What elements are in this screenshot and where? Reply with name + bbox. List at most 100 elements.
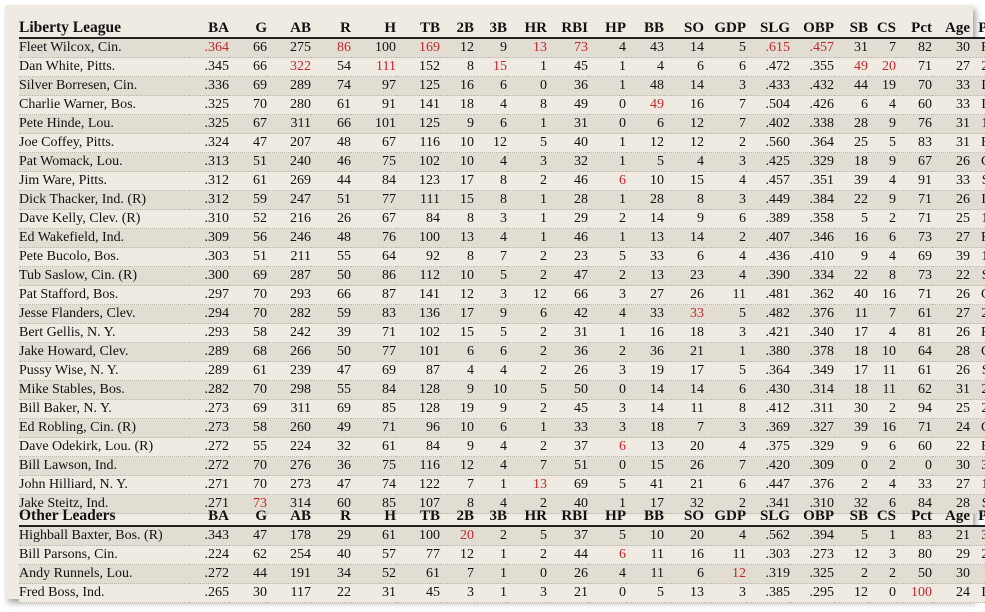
stat-g: 58 [229, 323, 267, 343]
stat-tb: 84 [396, 209, 440, 229]
stat-pos: SS [970, 494, 985, 514]
stat-pos: 1B [970, 114, 985, 134]
stat-3b: 4 [474, 494, 507, 514]
stat-so: 33 [664, 304, 704, 324]
stat-pct: 71 [896, 285, 932, 305]
stat-cs: 9 [868, 190, 896, 210]
stat-r: 55 [311, 380, 351, 400]
stat-cs: 8 [868, 266, 896, 286]
stat-so: 20 [664, 437, 704, 457]
stat-hp: 0 [588, 583, 626, 603]
stat-gdp: 5 [704, 361, 746, 381]
stat-tb: 101 [396, 342, 440, 362]
player-row: Jake Howard, Clev. .289 68 266 50 77 101 6 6 2 36 2… [19, 342, 985, 362]
stat-gdp: 3 [704, 418, 746, 438]
stat-sb: 18 [834, 380, 868, 400]
stat-so: 26 [664, 456, 704, 476]
stat-g: 47 [229, 133, 267, 153]
stat-pos: RF [970, 437, 985, 457]
column-header-obp: OBP [803, 508, 834, 524]
stat-3b: 6 [474, 76, 507, 96]
stat-cs: 16 [868, 418, 896, 438]
stat-cs: 2 [868, 456, 896, 476]
stat-pct: 100 [896, 583, 932, 603]
stat-obp: .457 [790, 38, 834, 58]
stat-rbi: 28 [547, 190, 588, 210]
stat-2b: 18 [440, 95, 474, 115]
stat-cs: 4 [868, 171, 896, 191]
stat-slg: .407 [746, 228, 790, 248]
stat-pos: 2B [970, 545, 985, 565]
stat-sb: 44 [834, 76, 868, 96]
stat-slg: .615 [746, 38, 790, 58]
stat-bb: 19 [626, 361, 664, 381]
column-header-h: H [384, 508, 396, 524]
stat-g: 69 [229, 76, 267, 96]
stat-rbi: 21 [547, 583, 588, 603]
column-header-g: G [255, 508, 267, 524]
stat-hp: 1 [588, 133, 626, 153]
stat-pos: CF [970, 152, 985, 172]
stat-slg: .472 [746, 57, 790, 77]
column-header-age: Age [945, 508, 970, 524]
column-header-2b: 2B [456, 20, 474, 36]
stat-2b: 10 [440, 266, 474, 286]
stat-h: 57 [351, 545, 396, 565]
stat-gdp: 6 [704, 57, 746, 77]
stat-h: 67 [351, 133, 396, 153]
stat-ba: .312 [189, 171, 229, 191]
column-header-r: R [340, 508, 351, 524]
stat-g: 70 [229, 380, 267, 400]
stat-so: 14 [664, 228, 704, 248]
stat-r: 61 [311, 95, 351, 115]
stat-r: 47 [311, 475, 351, 495]
stat-r: 49 [311, 418, 351, 438]
stat-h: 85 [351, 494, 396, 514]
stat-pct: 33 [896, 475, 932, 495]
stat-2b: 15 [440, 190, 474, 210]
stat-pos: 2B [970, 380, 985, 400]
stat-obp: .432 [790, 76, 834, 96]
stat-sb: 6 [834, 95, 868, 115]
stat-gdp: 4 [704, 247, 746, 267]
stat-so: 14 [664, 380, 704, 400]
column-header-ba: BA [208, 20, 229, 36]
stat-bb: 5 [626, 583, 664, 603]
stat-tb: 112 [396, 266, 440, 286]
stat-tb: 100 [396, 526, 440, 546]
stat-ab: 275 [267, 38, 311, 58]
column-header-2b: 2B [456, 508, 474, 524]
stat-h: 61 [351, 437, 396, 457]
stat-tb: 169 [396, 38, 440, 58]
stat-rbi: 37 [547, 526, 588, 546]
stat-ba: .313 [189, 152, 229, 172]
stat-bb: 43 [626, 38, 664, 58]
stat-g: 66 [229, 57, 267, 77]
stat-pos: RF [970, 323, 985, 343]
stat-pct: 0 [896, 456, 932, 476]
stat-cs: 9 [868, 152, 896, 172]
stat-age: 27 [932, 228, 970, 248]
stat-pos: LF [970, 76, 985, 96]
stat-ba: .272 [189, 437, 229, 457]
stat-pos: 1B [970, 209, 985, 229]
stat-gdp: 2 [704, 133, 746, 153]
stat-cs: 2 [868, 564, 896, 584]
stat-sb: 22 [834, 266, 868, 286]
stat-h: 76 [351, 228, 396, 248]
header-row: Other Leaders BA G AB R H TB 2B 3B HR RBI HP BB SO GDP… [19, 507, 985, 526]
stat-ba: .265 [189, 583, 229, 603]
stat-g: 52 [229, 209, 267, 229]
stat-bb: 11 [626, 545, 664, 565]
stat-hp: 3 [588, 285, 626, 305]
stat-age: 33 [932, 76, 970, 96]
stat-rbi: 42 [547, 304, 588, 324]
stat-ba: .325 [189, 95, 229, 115]
stat-2b: 12 [440, 456, 474, 476]
column-header-r: R [340, 20, 351, 36]
stat-slg: .369 [746, 418, 790, 438]
stat-3b: 5 [474, 323, 507, 343]
player-row: Andy Runnels, Lou. .272 44 191 34 52 61 7 1 0 26 4 1… [19, 564, 985, 584]
stat-hr: 13 [507, 38, 547, 58]
stat-so: 16 [664, 95, 704, 115]
